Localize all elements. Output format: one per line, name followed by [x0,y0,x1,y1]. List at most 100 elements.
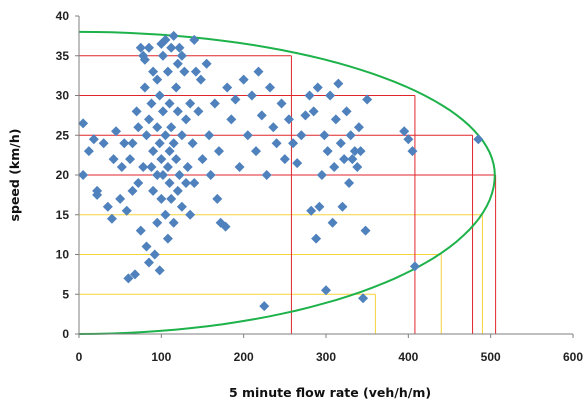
data-point [308,106,319,117]
data-point [311,233,322,244]
y-tick-label: 30 [56,89,70,103]
data-point [127,185,138,196]
data-point [347,154,358,165]
data-point [292,158,303,169]
data-point [181,114,192,125]
x-tick-label: 300 [316,350,336,364]
data-point [314,201,325,212]
data-point [121,205,132,216]
data-point [213,146,224,157]
data-point [251,146,262,157]
data-point [306,205,317,216]
data-point [141,130,152,141]
data-point [234,162,245,173]
data-point [129,269,140,280]
data-point [333,78,344,89]
data-point [176,130,187,141]
data-point [138,162,149,173]
data-point [344,177,355,188]
data-point [156,154,167,165]
x-axis-label: 5 minute flow rate (veh/h/m) [229,385,431,400]
data-point [409,261,420,272]
x-tick-label: 400 [398,350,418,364]
x-tick-label: 500 [481,350,501,364]
data-point [230,94,241,105]
data-point [160,130,171,141]
data-point [327,217,338,228]
data-point [108,154,119,165]
data-point [172,58,183,69]
data-point [473,134,484,145]
envelope-path [78,30,496,335]
data-point [190,66,201,77]
data-point [187,138,198,149]
data-point [358,293,369,304]
data-point [185,98,196,109]
data-point [330,114,341,125]
data-point [141,241,152,252]
data-point [195,74,206,85]
data-point [168,138,179,149]
data-point [135,42,146,53]
data-point [335,138,346,149]
data-point [171,154,182,165]
data-point [160,209,171,220]
axes [75,15,574,338]
data-point [355,146,366,157]
data-point [271,138,282,149]
data-point [189,34,200,45]
data-point [201,58,212,69]
data-points [78,30,484,312]
data-point [345,130,356,141]
data-point [146,162,157,173]
data-point [349,146,360,157]
y-tick-label: 25 [56,128,70,142]
x-tick-label: 0 [76,350,83,364]
data-point [148,66,159,77]
data-point [174,170,185,180]
data-point [204,130,215,141]
data-point [182,162,193,173]
data-point [168,217,179,228]
data-point [135,225,146,236]
data-point [353,122,364,133]
data-point [154,265,165,276]
data-point [123,273,134,284]
data-point [172,185,183,196]
data-point [304,90,315,101]
data-point [259,301,270,312]
x-tick-label: 200 [234,350,254,364]
data-point [166,42,177,53]
data-point [276,98,287,109]
data-point [407,146,418,157]
data-point [189,177,200,188]
data-point [154,90,165,101]
data-point [362,94,373,105]
data-point [139,54,150,65]
data-point [197,154,208,165]
data-point [83,146,94,157]
data-point [157,106,168,117]
data-point [139,82,150,93]
data-point [162,162,173,173]
data-point [157,170,168,180]
data-point [322,146,333,157]
data-point [168,30,179,41]
data-point [160,34,171,45]
data-point [102,201,113,212]
data-point [246,90,257,101]
data-point [296,130,307,141]
data-point [300,110,311,121]
data-point [341,106,352,117]
data-point [329,162,340,173]
data-point [143,42,154,53]
data-point [143,257,154,268]
data-point [337,201,348,212]
data-point [111,126,122,137]
data-point [288,138,299,149]
data-point [181,177,192,188]
data-point [152,74,163,85]
y-tick-label: 35 [56,49,70,63]
data-point [325,90,336,101]
